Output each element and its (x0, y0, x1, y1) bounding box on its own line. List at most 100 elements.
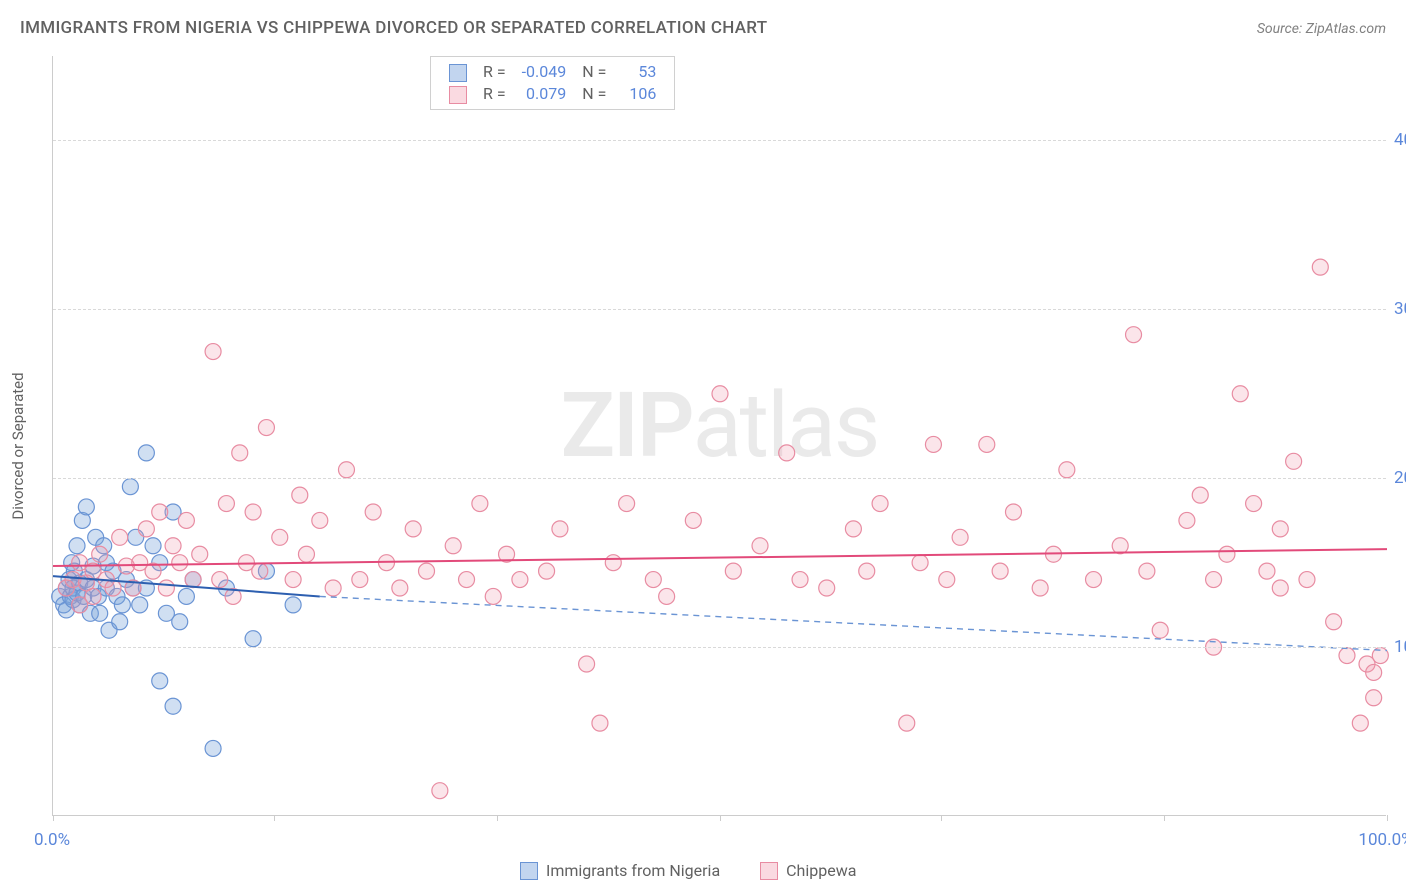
scatter-point-series-1 (158, 580, 174, 596)
scatter-point-series-1 (185, 572, 201, 588)
scatter-point-series-1 (138, 521, 154, 537)
scatter-point-series-1 (178, 512, 194, 528)
scatter-point-series-1 (1192, 487, 1208, 503)
scatter-point-series-1 (845, 521, 861, 537)
scatter-point-series-0 (138, 445, 154, 461)
scatter-point-series-1 (645, 572, 661, 588)
scatter-point-series-1 (445, 538, 461, 554)
y-tick-label: 20.0% (1394, 468, 1406, 488)
scatter-point-series-1 (725, 563, 741, 579)
scatter-point-series-1 (212, 572, 228, 588)
scatter-point-series-1 (1272, 521, 1288, 537)
scatter-point-series-1 (298, 546, 314, 562)
legend-series-label-0: Immigrants from Nigeria (546, 861, 720, 880)
scatter-point-series-1 (1179, 512, 1195, 528)
y-tick-label: 30.0% (1394, 299, 1406, 319)
scatter-point-series-1 (152, 504, 168, 520)
scatter-point-series-1 (685, 512, 701, 528)
legend-series-item-0: Immigrants from Nigeria (520, 861, 720, 880)
legend-n-label-0: N = (574, 61, 614, 83)
scatter-point-series-1 (365, 504, 381, 520)
scatter-point-series-1 (579, 656, 595, 672)
scatter-point-series-1 (112, 529, 128, 545)
scatter-point-series-1 (1299, 572, 1315, 588)
scatter-point-series-0 (152, 673, 168, 689)
legend-r-label-0: R = (475, 61, 514, 83)
scatter-point-series-0 (165, 698, 181, 714)
scatter-point-series-1 (1232, 386, 1248, 402)
scatter-point-series-0 (178, 588, 194, 604)
scatter-point-series-1 (338, 462, 354, 478)
legend-series-label-1: Chippewa (786, 861, 856, 880)
legend-r-label-1: R = (475, 83, 514, 105)
scatter-point-series-0 (78, 499, 94, 515)
scatter-point-series-1 (1326, 614, 1342, 630)
y-tick-label: 40.0% (1394, 130, 1406, 150)
scatter-point-series-1 (172, 555, 188, 571)
scatter-point-series-1 (1286, 453, 1302, 469)
legend-stats-table: R = -0.049 N = 53 R = 0.079 N = 106 (441, 61, 664, 105)
legend-n-value-0: 53 (614, 61, 664, 83)
scatter-point-series-1 (1032, 580, 1048, 596)
scatter-point-series-0 (132, 597, 148, 613)
scatter-point-series-1 (432, 783, 448, 799)
scatter-point-series-1 (405, 521, 421, 537)
legend-series-box: Immigrants from Nigeria Chippewa (520, 861, 856, 880)
scatter-point-series-1 (1366, 664, 1382, 680)
scatter-point-series-1 (979, 436, 995, 452)
legend-stats-row-1: R = 0.079 N = 106 (441, 83, 664, 105)
scatter-point-series-1 (779, 445, 795, 461)
legend-swatch-0 (449, 64, 467, 82)
scatter-point-series-1 (205, 344, 221, 360)
scatter-point-series-1 (792, 572, 808, 588)
scatter-point-series-1 (899, 715, 915, 731)
legend-n-label-1: N = (574, 83, 614, 105)
scatter-point-series-0 (205, 740, 221, 756)
scatter-point-series-1 (258, 420, 274, 436)
scatter-point-series-1 (912, 555, 928, 571)
scatter-point-series-0 (122, 479, 138, 495)
scatter-point-series-1 (539, 563, 555, 579)
scatter-point-series-1 (192, 546, 208, 562)
scatter-point-series-1 (992, 563, 1008, 579)
scatter-point-series-1 (272, 529, 288, 545)
chart-title: IMMIGRANTS FROM NIGERIA VS CHIPPEWA DIVO… (20, 18, 767, 38)
legend-series-item-1: Chippewa (760, 861, 856, 880)
x-tick-label: 0.0% (34, 830, 70, 850)
scatter-point-series-0 (245, 631, 261, 647)
scatter-point-series-1 (392, 580, 408, 596)
scatter-point-series-0 (145, 538, 161, 554)
legend-stats-row-0: R = -0.049 N = 53 (441, 61, 664, 83)
scatter-point-series-0 (92, 605, 108, 621)
scatter-point-series-1 (1126, 327, 1142, 343)
scatter-point-series-1 (165, 538, 181, 554)
scatter-point-series-0 (112, 614, 128, 630)
scatter-point-series-1 (218, 496, 234, 512)
scatter-point-series-1 (419, 563, 435, 579)
source-label: Source: ZipAtlas.com (1257, 21, 1386, 37)
legend-series-swatch-1 (760, 862, 778, 880)
legend-series-swatch-0 (520, 862, 538, 880)
scatter-point-series-1 (1086, 572, 1102, 588)
scatter-svg (53, 56, 1386, 815)
scatter-point-series-1 (872, 496, 888, 512)
scatter-point-series-1 (459, 572, 475, 588)
scatter-point-series-1 (1152, 622, 1168, 638)
scatter-point-series-1 (485, 588, 501, 604)
scatter-point-series-1 (619, 496, 635, 512)
scatter-point-series-1 (92, 546, 108, 562)
scatter-point-series-1 (232, 445, 248, 461)
legend-r-value-0: -0.049 (514, 61, 575, 83)
scatter-point-series-1 (1139, 563, 1155, 579)
scatter-point-series-1 (819, 580, 835, 596)
scatter-point-series-1 (292, 487, 308, 503)
scatter-point-series-1 (1352, 715, 1368, 731)
legend-n-value-1: 106 (614, 83, 664, 105)
scatter-point-series-1 (1206, 572, 1222, 588)
y-tick-label: 10.0% (1394, 637, 1406, 657)
scatter-point-series-1 (1059, 462, 1075, 478)
scatter-point-series-1 (1219, 546, 1235, 562)
legend-r-value-1: 0.079 (514, 83, 575, 105)
scatter-point-series-1 (659, 588, 675, 604)
scatter-point-series-1 (592, 715, 608, 731)
